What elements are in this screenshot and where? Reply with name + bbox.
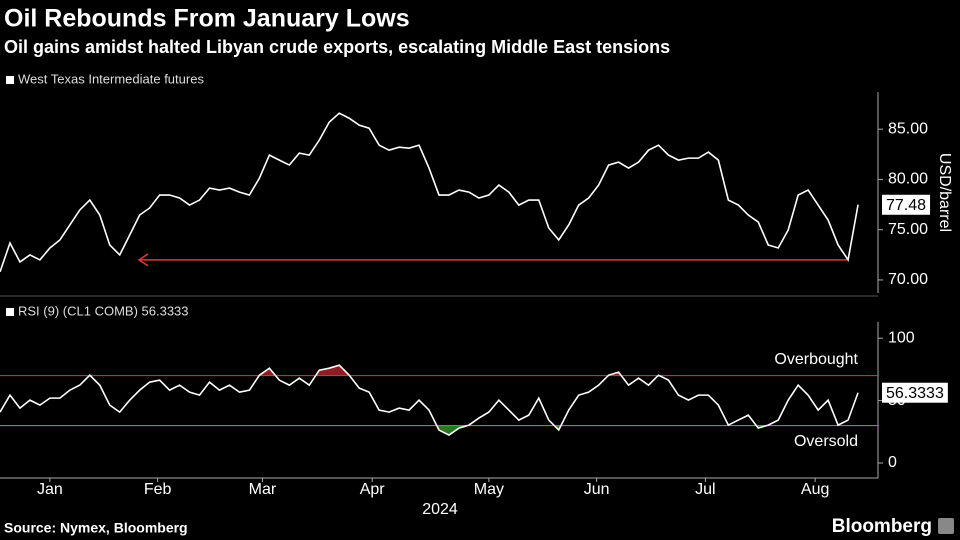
x-tick-label: Jul <box>695 481 715 498</box>
y-tick-label: 100 <box>888 329 915 346</box>
x-tick-label: Aug <box>801 481 829 498</box>
last-value-label: 56.3333 <box>886 385 944 402</box>
y-tick-label: 75.00 <box>888 221 928 238</box>
x-tick-label: Jun <box>584 481 610 498</box>
reference-label: Oversold <box>794 433 858 450</box>
brand-icon <box>938 518 954 534</box>
legend-swatch <box>6 308 14 316</box>
last-value-box <box>882 194 931 215</box>
x-tick-label: Mar <box>249 481 277 498</box>
brand: Bloomberg <box>832 516 932 537</box>
series-line <box>0 112 859 273</box>
x-tick-label: May <box>474 481 504 498</box>
legend-label: RSI (9) (CL1 COMB) 56.3333 <box>18 303 189 318</box>
x-tick-label: Jan <box>37 481 63 498</box>
last-value-label: 77.48 <box>886 197 926 214</box>
legend-swatch <box>6 76 14 84</box>
arrow-head <box>137 253 149 267</box>
source-note: Source: Nymex, Bloomberg <box>4 520 188 536</box>
reference-label: Overbought <box>774 351 858 368</box>
chart-subtitle: Oil gains amidst halted Libyan crude exp… <box>4 37 670 57</box>
x-tick-label: Apr <box>360 481 386 498</box>
y-axis-label: USD/barrel <box>936 153 953 232</box>
chart-title: Oil Rebounds From January Lows <box>4 5 410 33</box>
y-tick-label: 70.00 <box>888 271 928 288</box>
series-line <box>0 364 859 436</box>
last-value-box <box>882 382 948 403</box>
y-tick-label: 85.00 <box>888 120 928 137</box>
legend-label: West Texas Intermediate futures <box>18 71 204 86</box>
x-axis-label: 2024 <box>422 501 458 518</box>
y-tick-label: 80.00 <box>888 171 928 188</box>
y-tick-label: 0 <box>888 454 897 471</box>
x-tick-label: Feb <box>144 481 172 498</box>
